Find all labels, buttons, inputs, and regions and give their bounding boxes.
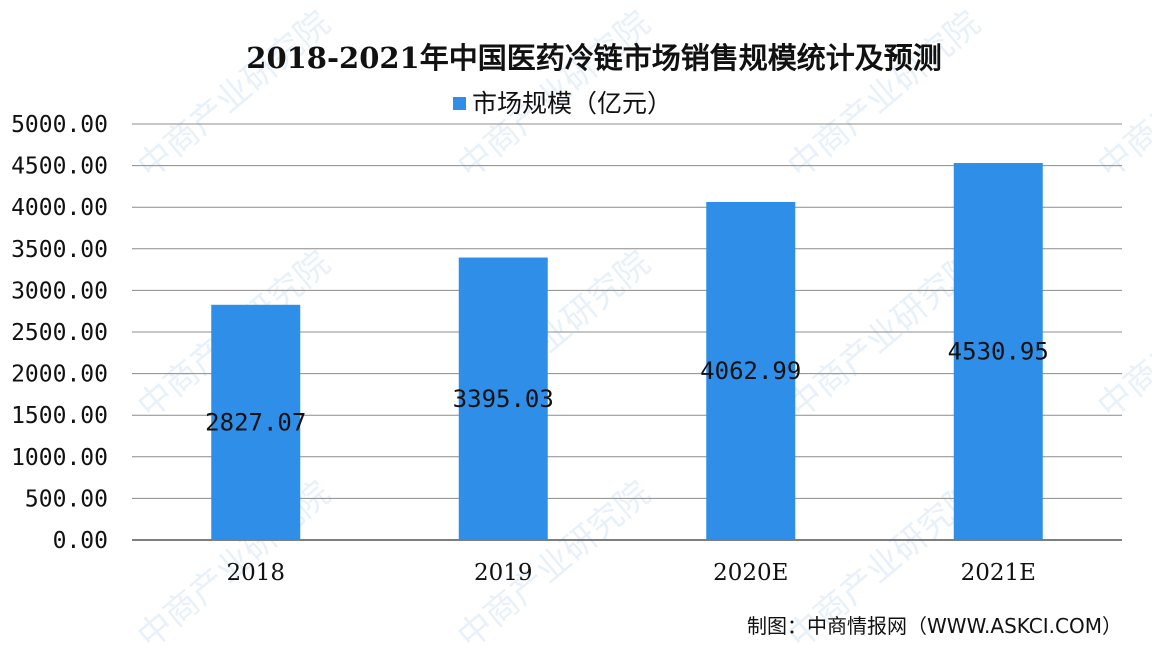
- data-label: 4530.95: [948, 338, 1049, 366]
- y-tick-label: 4500.00: [11, 154, 108, 180]
- x-tick-label: 2021E: [961, 560, 1036, 586]
- data-label: 4062.99: [700, 357, 801, 385]
- chart-title: 2018-2021年中国医药冷链市场销售规模统计及预测: [246, 41, 941, 75]
- bar: [458, 257, 548, 540]
- data-label: 3395.03: [453, 385, 554, 413]
- x-axis-tick-labels: 2018 2019 2020E 2021E: [226, 560, 1035, 586]
- watermark-text: 中商产业研究院: [1090, 243, 1152, 427]
- y-tick-label: 2500.00: [11, 320, 108, 346]
- y-tick-label: 0.00: [53, 528, 108, 554]
- x-tick-label: 2019: [474, 560, 533, 586]
- y-tick-label: 5000.00: [11, 112, 108, 138]
- y-tick-label: 3500.00: [11, 237, 108, 263]
- y-tick-label: 1500.00: [11, 403, 108, 429]
- y-tick-label: 4000.00: [11, 195, 108, 221]
- data-labels: 2827.07 3395.03 4062.99 4530.95: [205, 338, 1049, 437]
- bar: [706, 201, 796, 540]
- watermark-text: 中商产业研究院: [1090, 3, 1152, 187]
- watermark-text: 中商产业研究院: [780, 3, 988, 187]
- y-tick-label: 500.00: [25, 486, 108, 512]
- y-tick-label: 3000.00: [11, 278, 108, 304]
- bars: [211, 163, 1043, 540]
- bar: [211, 304, 301, 540]
- y-tick-label: 2000.00: [11, 362, 108, 388]
- watermark-text: 中商产业研究院: [130, 3, 338, 187]
- bar: [953, 163, 1043, 540]
- y-axis-tick-labels: 0.00 500.00 1000.00 1500.00 2000.00 2500.00 30…: [11, 112, 108, 554]
- legend-label: 市场规模（亿元）: [472, 89, 672, 118]
- x-tick-label: 2020E: [713, 560, 788, 586]
- y-tick-label: 1000.00: [11, 445, 108, 471]
- legend-swatch: [453, 97, 466, 110]
- data-label: 2827.07: [205, 408, 306, 436]
- source-credit: 制图：中商情报网（WWW.ASKCI.COM）: [747, 614, 1122, 638]
- x-tick-label: 2018: [226, 560, 285, 586]
